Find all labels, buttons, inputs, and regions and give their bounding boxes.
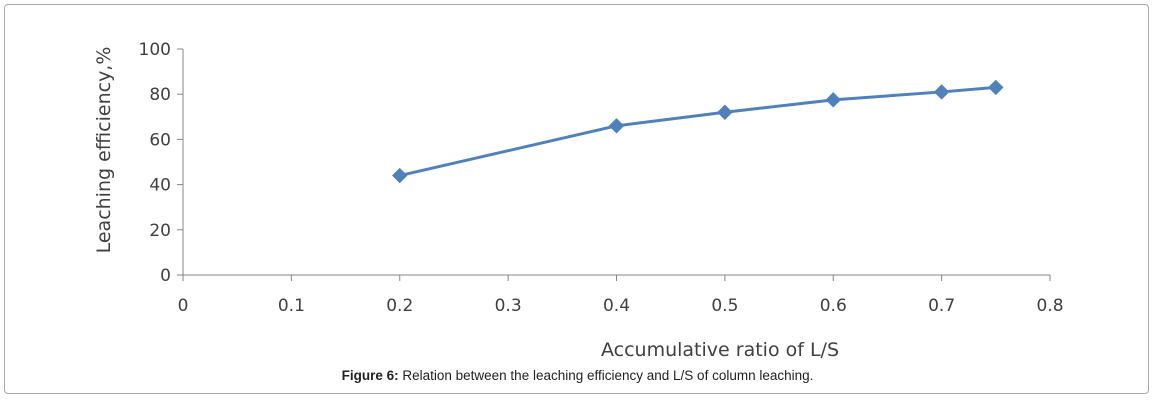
y-tick-label: 100 bbox=[139, 40, 171, 60]
x-tick-label: 0.6 bbox=[820, 296, 847, 316]
y-tick-label: 80 bbox=[149, 85, 171, 105]
x-axis-title: Accumulative ratio of L/S bbox=[601, 339, 839, 361]
x-tick-label: 0.4 bbox=[603, 296, 630, 316]
x-tick-label: 0.3 bbox=[495, 296, 522, 316]
x-tick-label: 0.7 bbox=[928, 296, 955, 316]
data-point-marker bbox=[933, 84, 950, 100]
caption-text: Relation between the leaching efficiency… bbox=[398, 368, 814, 383]
x-tick-label: 0.1 bbox=[278, 296, 305, 316]
data-point-marker bbox=[608, 118, 625, 134]
y-tick-label: 60 bbox=[149, 130, 171, 150]
data-point-marker bbox=[825, 92, 841, 108]
x-tick-label: 0.8 bbox=[1036, 296, 1063, 316]
x-tick-label: 0 bbox=[178, 296, 189, 316]
caption-label: Figure 6: bbox=[341, 368, 399, 383]
tick-labels: 0 20 40 60 80 100 0 0.1 0.2 0.3 0.4 0.5 0.6 0.7 0.8 bbox=[139, 40, 1064, 316]
figure-frame bbox=[4, 4, 1149, 394]
figure-caption: Figure 6: Relation between the leaching … bbox=[0, 368, 1155, 383]
y-tick-label: 40 bbox=[149, 176, 171, 196]
y-axis-title: Leaching efficiency,% bbox=[93, 47, 115, 254]
y-tick-label: 0 bbox=[160, 266, 171, 286]
data-series bbox=[392, 79, 1004, 184]
data-point-marker bbox=[988, 79, 1004, 96]
y-tick-label: 20 bbox=[149, 221, 171, 241]
series-line bbox=[399, 85, 996, 178]
data-point-marker bbox=[717, 104, 733, 120]
x-tick-label: 0.2 bbox=[386, 296, 413, 316]
data-point-marker bbox=[392, 167, 408, 184]
chart-axes bbox=[177, 48, 1051, 281]
x-tick-label: 0.5 bbox=[711, 296, 738, 316]
